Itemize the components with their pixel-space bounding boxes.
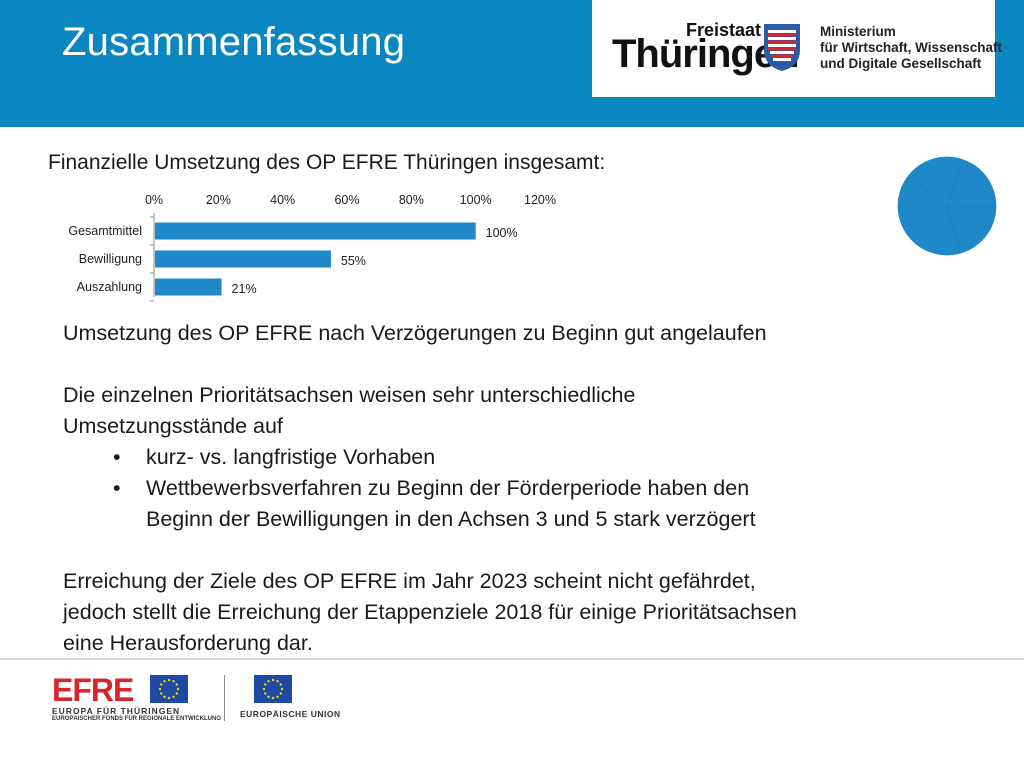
eu-star (271, 696, 275, 700)
bullet-line: Wettbewerbsverfahren zu Beginn der Förde… (146, 476, 750, 500)
ministry-line: für Wirtschaft, Wissenschaft (820, 40, 1003, 55)
page-title: Zusammenfassung (62, 20, 406, 64)
efre-logo: EFRE EUROPA FÜR THÜRINGEN EUROPÄISCHER F… (52, 673, 232, 723)
eu-star (264, 692, 267, 695)
x-tick-label: 20% (206, 193, 231, 207)
eu-flag-icon (150, 675, 188, 703)
header-bar: Zusammenfassung Freistaat Thüringen Mini… (0, 0, 1024, 127)
pie-slice (907, 156, 965, 207)
paragraph-3-line: eine Herausforderung dar. (63, 631, 313, 655)
thueringen-logo: Freistaat Thüringen Ministerium für Wirt… (592, 0, 1002, 97)
eu-star (267, 680, 270, 683)
ministry-line: und Digitale Gesellschaft (820, 56, 982, 71)
eu-star (160, 692, 163, 695)
paragraph-3-line: Erreichung der Ziele des OP EFRE im Jahr… (63, 569, 756, 593)
eu-star (262, 687, 266, 691)
x-tick-label: 80% (399, 193, 424, 207)
eu-star (267, 695, 270, 698)
eu-star (158, 687, 162, 691)
eu-star (271, 678, 275, 682)
data-label: 100% (486, 226, 518, 240)
summary-text: Umsetzung des OP EFRE nach Verzögerungen… (63, 318, 963, 659)
x-tick-label: 40% (270, 193, 295, 207)
eu-star (279, 692, 282, 695)
efre-fund-name: EUROPÄISCHER FONDS FÜR REGIONALE ENTWICK… (52, 716, 222, 722)
eu-star (176, 687, 180, 691)
eu-flag-icon (254, 675, 292, 703)
efre-tagline: EUROPA FÜR THÜRINGEN (52, 706, 181, 716)
eu-label: EUROPÄISCHE UNION (240, 709, 341, 719)
pie-chart-icon (897, 156, 997, 256)
chart-subtitle: Finanzielle Umsetzung des OP EFRE Thürin… (48, 151, 606, 174)
ministry-line: Ministerium (820, 24, 896, 39)
footer-divider (0, 658, 1024, 660)
x-tick-label: 120% (524, 193, 556, 207)
x-tick-label: 60% (334, 193, 359, 207)
eu-star (172, 680, 175, 683)
eu-star (163, 680, 166, 683)
pie-slice (905, 205, 961, 256)
paragraph-3-line: jedoch stellt die Erreichung der Etappen… (63, 600, 797, 624)
pie-slice (946, 159, 997, 209)
x-tick-label: 100% (460, 193, 492, 207)
category-label: Gesamtmittel (68, 224, 142, 238)
category-label: Bewilligung (79, 252, 142, 266)
eu-star (276, 680, 279, 683)
logo-divider (224, 675, 225, 721)
bar-chart-svg: 0% 20% 40% 60% 80% 100% 120% Gesamtmittel 100% Be… (68, 193, 556, 302)
eu-star (279, 683, 282, 686)
bullet-dot: • (113, 476, 121, 500)
data-label: 21% (232, 282, 257, 296)
efre-wordmark: EFRE (52, 672, 134, 708)
bullet-line: Beginn der Bewilligungen in den Achsen 3… (146, 507, 756, 531)
eu-star (276, 695, 279, 698)
coat-of-arms-icon (764, 24, 800, 71)
bar (155, 222, 476, 240)
pie-slice (946, 205, 997, 254)
eu-star (264, 683, 267, 686)
eu-star (175, 683, 178, 686)
bullet-item: • Wettbewerbsverfahren zu Beginn der För… (63, 473, 963, 535)
pie-slice (897, 175, 948, 234)
paragraph-2-line: Die einzelnen Prioritätsachsen weisen se… (63, 383, 636, 407)
bar (155, 278, 222, 296)
paragraph-1: Umsetzung des OP EFRE nach Verzögerungen… (63, 321, 767, 345)
paragraph-2-line: Umsetzungsstände auf (63, 414, 283, 438)
eu-star (167, 696, 171, 700)
eu-star (175, 692, 178, 695)
eu-star (172, 695, 175, 698)
category-label: Auszahlung (77, 280, 142, 294)
bullet-line: kurz- vs. langfristige Vorhaben (146, 445, 436, 469)
eu-star (167, 678, 171, 682)
bar (155, 250, 331, 268)
eu-star (163, 695, 166, 698)
bullet-item: • kurz- vs. langfristige Vorhaben (63, 442, 963, 473)
eu-star (280, 687, 284, 691)
data-label: 55% (341, 254, 366, 268)
x-tick-label: 0% (145, 193, 163, 207)
logo-freistaat-text: Freistaat (686, 20, 762, 40)
eu-star (160, 683, 163, 686)
bar-chart: 0% 20% 40% 60% 80% 100% 120% Gesamtmittel 100% Be… (0, 185, 600, 305)
eu-logo: EUROPÄISCHE UNION (240, 673, 360, 723)
bullet-dot: • (113, 445, 121, 469)
ministry-name: Ministerium für Wirtschaft, Wissenschaft… (820, 24, 1002, 72)
